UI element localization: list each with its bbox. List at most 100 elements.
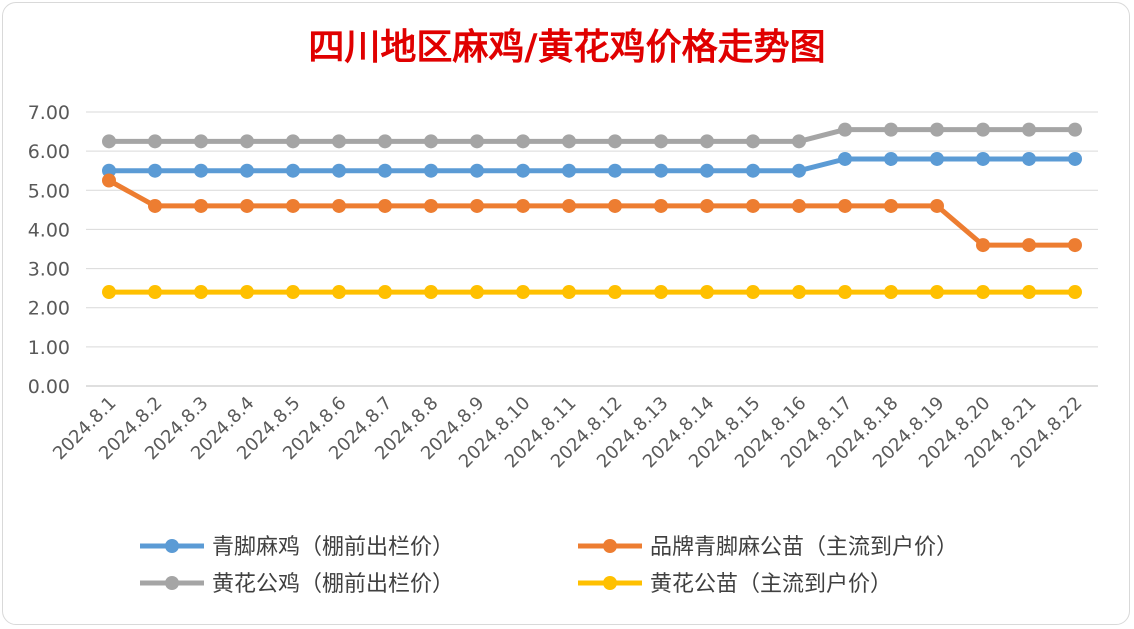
data-point	[148, 285, 162, 300]
data-point	[516, 163, 530, 178]
data-point	[240, 134, 254, 149]
data-point	[608, 285, 622, 300]
data-point	[976, 151, 990, 166]
series-line	[109, 156, 1075, 174]
data-point	[240, 285, 254, 300]
data-point	[424, 163, 438, 178]
data-point	[562, 285, 576, 300]
data-point	[838, 285, 852, 300]
legend-label: 黄花公苗（主流到户价）	[650, 572, 892, 597]
data-point	[700, 285, 714, 300]
series	[102, 122, 1082, 149]
y-tick-label: 4.00	[28, 219, 70, 241]
data-point	[194, 198, 208, 213]
data-point	[516, 134, 530, 149]
y-tick-label: 3.00	[28, 259, 70, 281]
data-point	[838, 151, 852, 166]
data-point	[562, 198, 576, 213]
legend-label: 青脚麻鸡（棚前出栏价）	[212, 535, 454, 560]
data-point	[286, 285, 300, 300]
data-point	[1068, 238, 1082, 253]
data-point	[470, 134, 484, 149]
data-point	[930, 122, 944, 137]
data-point	[102, 134, 116, 149]
data-point	[838, 198, 852, 213]
data-point	[792, 198, 806, 213]
data-point	[424, 285, 438, 300]
data-point	[332, 198, 346, 213]
data-point	[1022, 151, 1036, 166]
data-point	[102, 173, 116, 188]
data-point	[1022, 238, 1036, 253]
data-point	[332, 134, 346, 149]
data-point	[194, 163, 208, 178]
legend: 青脚麻鸡（棚前出栏价） 品牌青脚麻公苗（主流到户价） 黄花公鸡（棚前出栏价） 黄花公苗…	[140, 535, 958, 597]
data-point	[654, 285, 668, 300]
data-point	[194, 134, 208, 149]
data-point	[378, 163, 392, 178]
data-point	[746, 134, 760, 149]
data-point	[700, 198, 714, 213]
data-point	[240, 163, 254, 178]
data-point	[378, 198, 392, 213]
data-point	[378, 285, 392, 300]
data-point	[148, 134, 162, 149]
data-point	[562, 163, 576, 178]
data-point	[286, 198, 300, 213]
data-point	[1022, 122, 1036, 137]
data-point	[424, 198, 438, 213]
legend-swatch-marker	[165, 576, 179, 590]
data-point	[884, 151, 898, 166]
series	[102, 285, 1082, 300]
data-point	[792, 285, 806, 300]
data-point	[1068, 122, 1082, 137]
data-point	[424, 134, 438, 149]
data-point	[930, 151, 944, 166]
data-point	[286, 163, 300, 178]
data-point	[792, 134, 806, 149]
legend-swatch-marker	[165, 539, 179, 553]
y-tick-label: 1.00	[28, 337, 70, 359]
data-point	[148, 198, 162, 213]
data-point	[148, 163, 162, 178]
data-point	[332, 285, 346, 300]
gridlines	[86, 111, 1098, 387]
data-point	[930, 198, 944, 213]
data-point	[470, 198, 484, 213]
data-point	[884, 122, 898, 137]
data-point	[332, 163, 346, 178]
data-point	[654, 198, 668, 213]
legend-label: 品牌青脚麻公苗（主流到户价）	[650, 535, 958, 560]
data-point	[884, 285, 898, 300]
y-tick-label: 0.00	[28, 376, 70, 398]
data-point	[194, 285, 208, 300]
legend-label: 黄花公鸡（棚前出栏价）	[212, 572, 454, 597]
data-point	[470, 285, 484, 300]
legend-item: 青脚麻鸡（棚前出栏价）	[140, 535, 454, 560]
y-tick-label: 2.00	[28, 298, 70, 320]
x-axis-ticks: 2024.8.12024.8.22024.8.32024.8.42024.8.5…	[49, 393, 1087, 473]
y-axis-ticks: 0.00 1.00 2.00 3.00 4.00 5.00 6.00 7.00	[28, 102, 70, 398]
data-point	[976, 285, 990, 300]
data-point	[286, 134, 300, 149]
data-point	[746, 198, 760, 213]
data-point	[700, 134, 714, 149]
data-point	[240, 198, 254, 213]
data-point	[102, 285, 116, 300]
chart-title: 四川地区麻鸡/黄花鸡价格走势图	[308, 27, 825, 68]
series	[102, 173, 1082, 253]
data-point	[792, 163, 806, 178]
data-point	[1022, 285, 1036, 300]
data-point	[976, 238, 990, 253]
data-point	[700, 163, 714, 178]
data-point	[884, 198, 898, 213]
series-line	[109, 127, 1075, 144]
data-point	[976, 122, 990, 137]
legend-item: 黄花公鸡（棚前出栏价）	[140, 572, 454, 597]
data-point	[470, 163, 484, 178]
series-lines	[102, 122, 1082, 300]
data-point	[1068, 151, 1082, 166]
